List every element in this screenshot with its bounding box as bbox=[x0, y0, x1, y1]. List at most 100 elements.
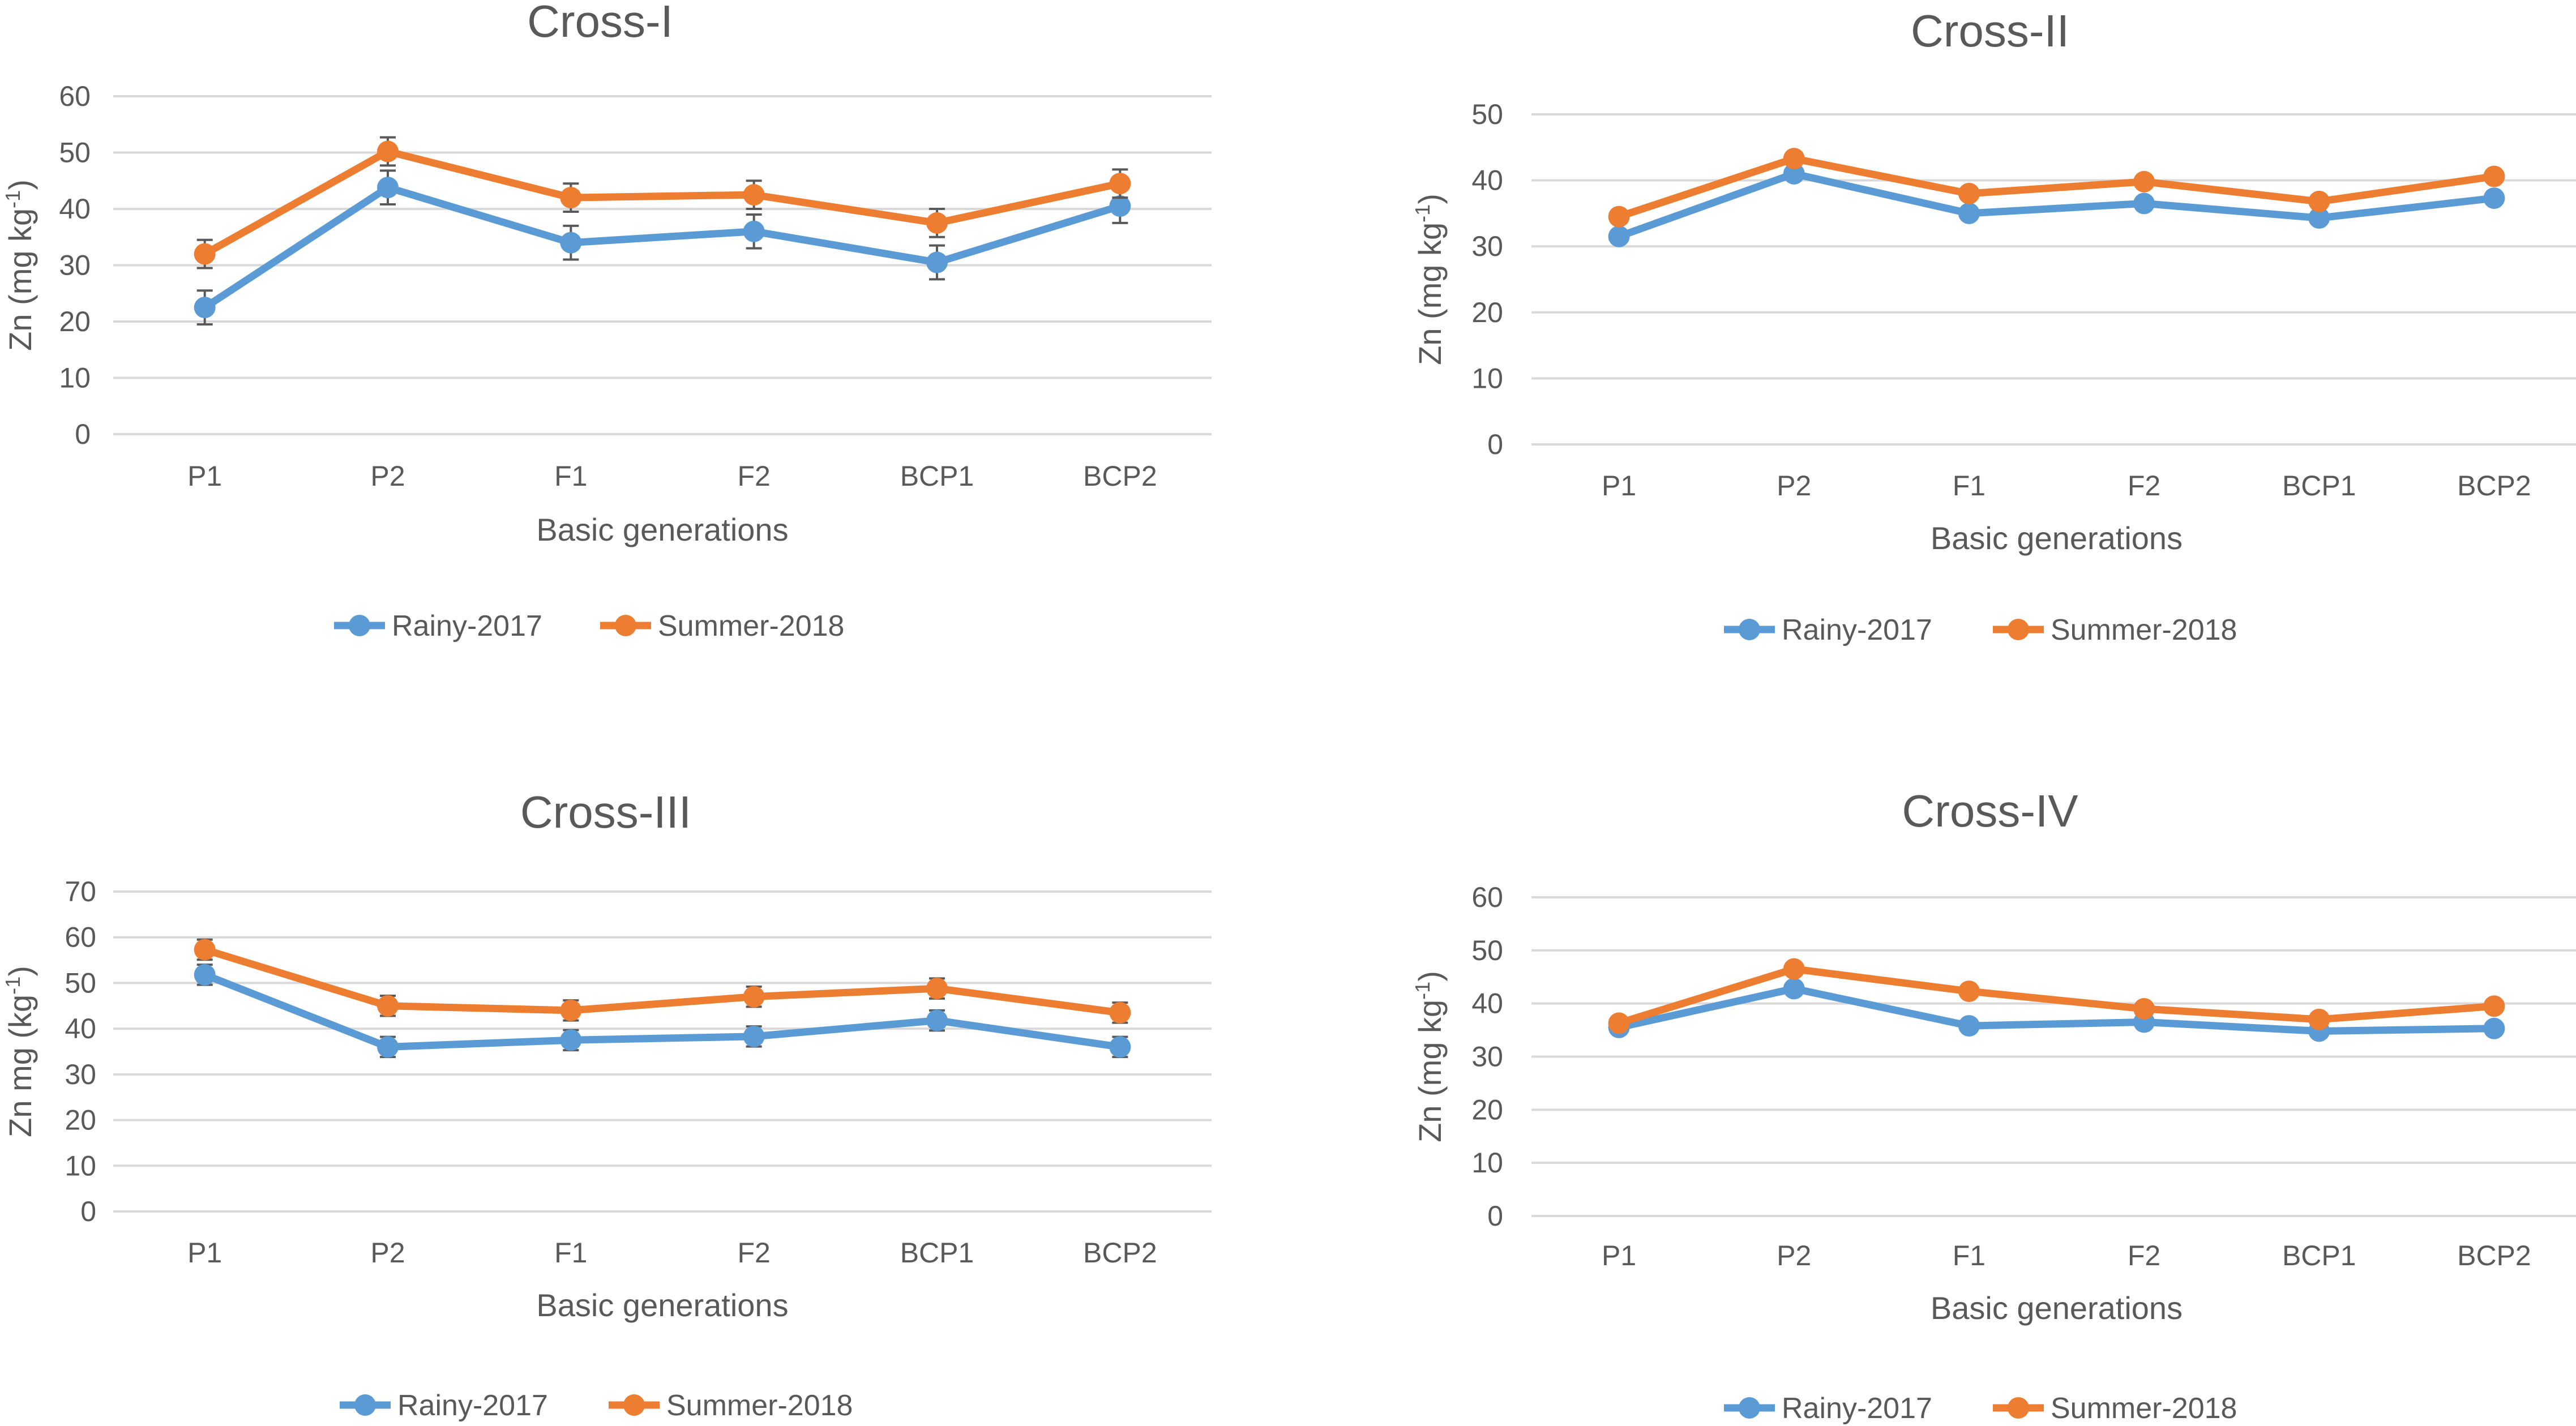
chart-2-ytick-label-20: 20 bbox=[1471, 297, 1503, 328]
chart-1-series-rainy-2017-point-bcp2 bbox=[1109, 195, 1131, 217]
chart-3-xtick-label-p1: P1 bbox=[187, 1237, 222, 1269]
chart-2-series-rainy-2017-point-bcp2 bbox=[2483, 187, 2505, 209]
chart-3-series-summer-2018-line bbox=[203, 946, 1121, 1017]
chart-4-series-summer-2018-line bbox=[1618, 965, 2494, 1027]
chart-2-xtick-label-bcp2: BCP2 bbox=[2457, 470, 2531, 502]
chart-1-xtick-label-bcp1: BCP1 bbox=[900, 460, 974, 492]
chart-3-ytick-label-20: 20 bbox=[65, 1104, 96, 1136]
chart-1-series-summer-2018-point-f2 bbox=[743, 184, 765, 206]
chart-3-series-rainy-2017-point-bcp1 bbox=[926, 1009, 948, 1031]
chart-3-series-rainy-2017-line bbox=[203, 971, 1121, 1051]
chart-2-ytick-label-40: 40 bbox=[1471, 165, 1503, 196]
chart-4-series-summer-2018-point-f2 bbox=[2133, 998, 2155, 1020]
chart-2-series-rainy-2017-point-p1 bbox=[1608, 225, 1630, 247]
chart-4-legend-marker-rainy-2017 bbox=[1739, 1397, 1760, 1419]
chart-4-ytick-label-0: 0 bbox=[1487, 1200, 1503, 1232]
chart-3-xtick-label-bcp2: BCP2 bbox=[1083, 1237, 1157, 1269]
chart-1-xtick-label-p1: P1 bbox=[187, 460, 222, 492]
chart-3-xtick-label-bcp1: BCP1 bbox=[900, 1237, 974, 1269]
chart-1-xtick-label-f1: F1 bbox=[554, 460, 587, 492]
chart-4: Cross-IV 0 10 20 30 40 50 60 P1 P2 F1 F2 BCP1 BCP2 Bas… bbox=[1411, 786, 2576, 1425]
chart-1-legend-label-rainy-2017: Rainy-2017 bbox=[392, 610, 542, 643]
chart-2-ytick-label-0: 0 bbox=[1487, 429, 1503, 460]
chart-3-ytick-label-60: 60 bbox=[65, 922, 96, 953]
chart-4-series-summer-2018-point-p1 bbox=[1608, 1012, 1630, 1034]
chart-1-legend-marker-rainy-2017 bbox=[349, 615, 370, 636]
chart-4-xtick-label-bcp1: BCP1 bbox=[2282, 1240, 2356, 1271]
chart-4-ylabel: Zn (mg kg-1) bbox=[1411, 971, 1448, 1142]
chart-2-series-summer-2018-point-bcp2 bbox=[2483, 165, 2505, 187]
chart-1-title: Cross-I bbox=[527, 0, 673, 46]
chart-4-xtick-label-f2: F2 bbox=[2128, 1240, 2160, 1271]
chart-4-xlabel: Basic generations bbox=[1931, 1290, 2183, 1326]
chart-3-ytick-label-70: 70 bbox=[65, 876, 96, 907]
chart-4-ytick-label-50: 50 bbox=[1471, 935, 1503, 966]
chart-4-series-rainy-2017-point-p2 bbox=[1783, 978, 1805, 1000]
chart-4-series-summer-2018-point-f1 bbox=[1958, 980, 1980, 1003]
chart-1-series-rainy-2017-point-p1 bbox=[194, 297, 216, 319]
chart-2-title: Cross-II bbox=[1911, 6, 2069, 56]
chart-3-series-summer-2018-point-p1 bbox=[194, 939, 216, 961]
chart-2-ylabel: Zn (mg kg-1) bbox=[1411, 194, 1448, 365]
chart-1-legend-marker-summer-2018 bbox=[615, 615, 636, 636]
chart-2-series-summer-2018-point-f2 bbox=[2133, 170, 2155, 192]
chart-4-legend-label-rainy-2017: Rainy-2017 bbox=[1782, 1392, 1932, 1425]
chart-2-series-rainy-2017-line bbox=[1618, 170, 2495, 240]
chart-2-xtick-label-bcp1: BCP1 bbox=[2282, 470, 2356, 502]
chart-3-ylabel: Zn mg (kg-1) bbox=[1, 966, 38, 1137]
chart-1-ytick-label-40: 40 bbox=[59, 193, 91, 225]
chart-3-ytick-label-50: 50 bbox=[65, 967, 96, 999]
chart-1-series-summer-2018-point-p2 bbox=[377, 140, 399, 162]
chart-3-legend-marker-summer-2018 bbox=[623, 1394, 645, 1416]
chart-2-ytick-label-10: 10 bbox=[1471, 362, 1503, 394]
chart-1-series-rainy-2017-point-f2 bbox=[743, 220, 765, 242]
chart-1-series-rainy-2017-point-p2 bbox=[377, 177, 399, 199]
chart-2-series-summer-2018-point-f1 bbox=[1958, 182, 1980, 204]
chart-2-series-summer-2018-line bbox=[1618, 155, 2495, 220]
chart-3-series-rainy-2017-point-f1 bbox=[560, 1029, 582, 1051]
chart-3-legend-label-rainy-2017: Rainy-2017 bbox=[397, 1389, 548, 1422]
chart-3-xtick-label-f2: F2 bbox=[737, 1237, 770, 1269]
chart-4-ytick-label-60: 60 bbox=[1471, 881, 1503, 913]
chart-2-xtick-label-f2: F2 bbox=[2128, 470, 2160, 502]
chart-4-series-rainy-2017-line bbox=[1618, 984, 2494, 1035]
chart-1-series-summer-2018-line bbox=[203, 148, 1121, 258]
chart-2-legend-marker-summer-2018 bbox=[2008, 619, 2029, 640]
chart-4-ytick-label-40: 40 bbox=[1471, 988, 1503, 1020]
chart-3-series-rainy-2017-point-p1 bbox=[194, 963, 216, 986]
chart-3-legend-label-summer-2018: Summer-2018 bbox=[666, 1389, 853, 1422]
chart-2-legend-label-rainy-2017: Rainy-2017 bbox=[1782, 614, 1932, 646]
chart-1-ytick-label-10: 10 bbox=[59, 362, 91, 394]
chart-2-series-rainy-2017-point-bcp1 bbox=[2308, 207, 2330, 229]
chart-2-ytick-label-50: 50 bbox=[1471, 99, 1503, 130]
chart-4-xtick-label-bcp2: BCP2 bbox=[2457, 1240, 2531, 1271]
chart-2-xlabel: Basic generations bbox=[1931, 520, 2183, 556]
chart-1-ytick-label-60: 60 bbox=[59, 80, 91, 112]
chart-3-series-rainy-2017-point-bcp2 bbox=[1109, 1036, 1131, 1058]
chart-3-ytick-label-40: 40 bbox=[65, 1013, 96, 1044]
chart-4-series-summer-2018-point-p2 bbox=[1783, 958, 1805, 980]
chart-2-xtick-label-p2: P2 bbox=[1777, 470, 1811, 502]
chart-3: Cross-III 0 10 20 30 40 50 60 70 P1 P2 F1 F2 BCP1 BCP2… bbox=[1, 787, 1212, 1422]
chart-1-series-rainy-2017-point-bcp1 bbox=[926, 251, 948, 273]
chart-3-series-summer-2018-point-f2 bbox=[743, 986, 765, 1008]
chart-1-ylabel: Zn (mg kg-1) bbox=[1, 179, 38, 351]
chart-1-ytick-label-30: 30 bbox=[59, 250, 91, 281]
chart-3-title: Cross-III bbox=[520, 787, 691, 837]
chart-1-series-summer-2018-point-bcp1 bbox=[926, 212, 948, 234]
chart-1-series-rainy-2017-point-f1 bbox=[560, 232, 582, 254]
chart-2-legend-label-summer-2018: Summer-2018 bbox=[2051, 614, 2237, 646]
chart-3-ytick-label-10: 10 bbox=[65, 1150, 96, 1181]
chart-2-series-rainy-2017-point-f2 bbox=[2133, 192, 2155, 215]
chart-3-series-rainy-2017-point-p2 bbox=[377, 1036, 399, 1058]
chart-4-series-rainy-2017-point-f1 bbox=[1958, 1015, 1980, 1037]
chart-1-xlabel: Basic generations bbox=[536, 512, 788, 547]
chart-2-series-summer-2018-point-bcp1 bbox=[2308, 190, 2330, 212]
chart-2-series-rainy-2017-point-f1 bbox=[1958, 202, 1980, 224]
chart-2-xtick-label-p1: P1 bbox=[1602, 470, 1636, 502]
chart-2-series-summer-2018-point-p1 bbox=[1608, 205, 1630, 228]
chart-1-legend-label-summer-2018: Summer-2018 bbox=[658, 610, 844, 643]
chart-1-ytick-label-20: 20 bbox=[59, 306, 91, 337]
chart-4-xtick-label-f1: F1 bbox=[1953, 1240, 1986, 1271]
